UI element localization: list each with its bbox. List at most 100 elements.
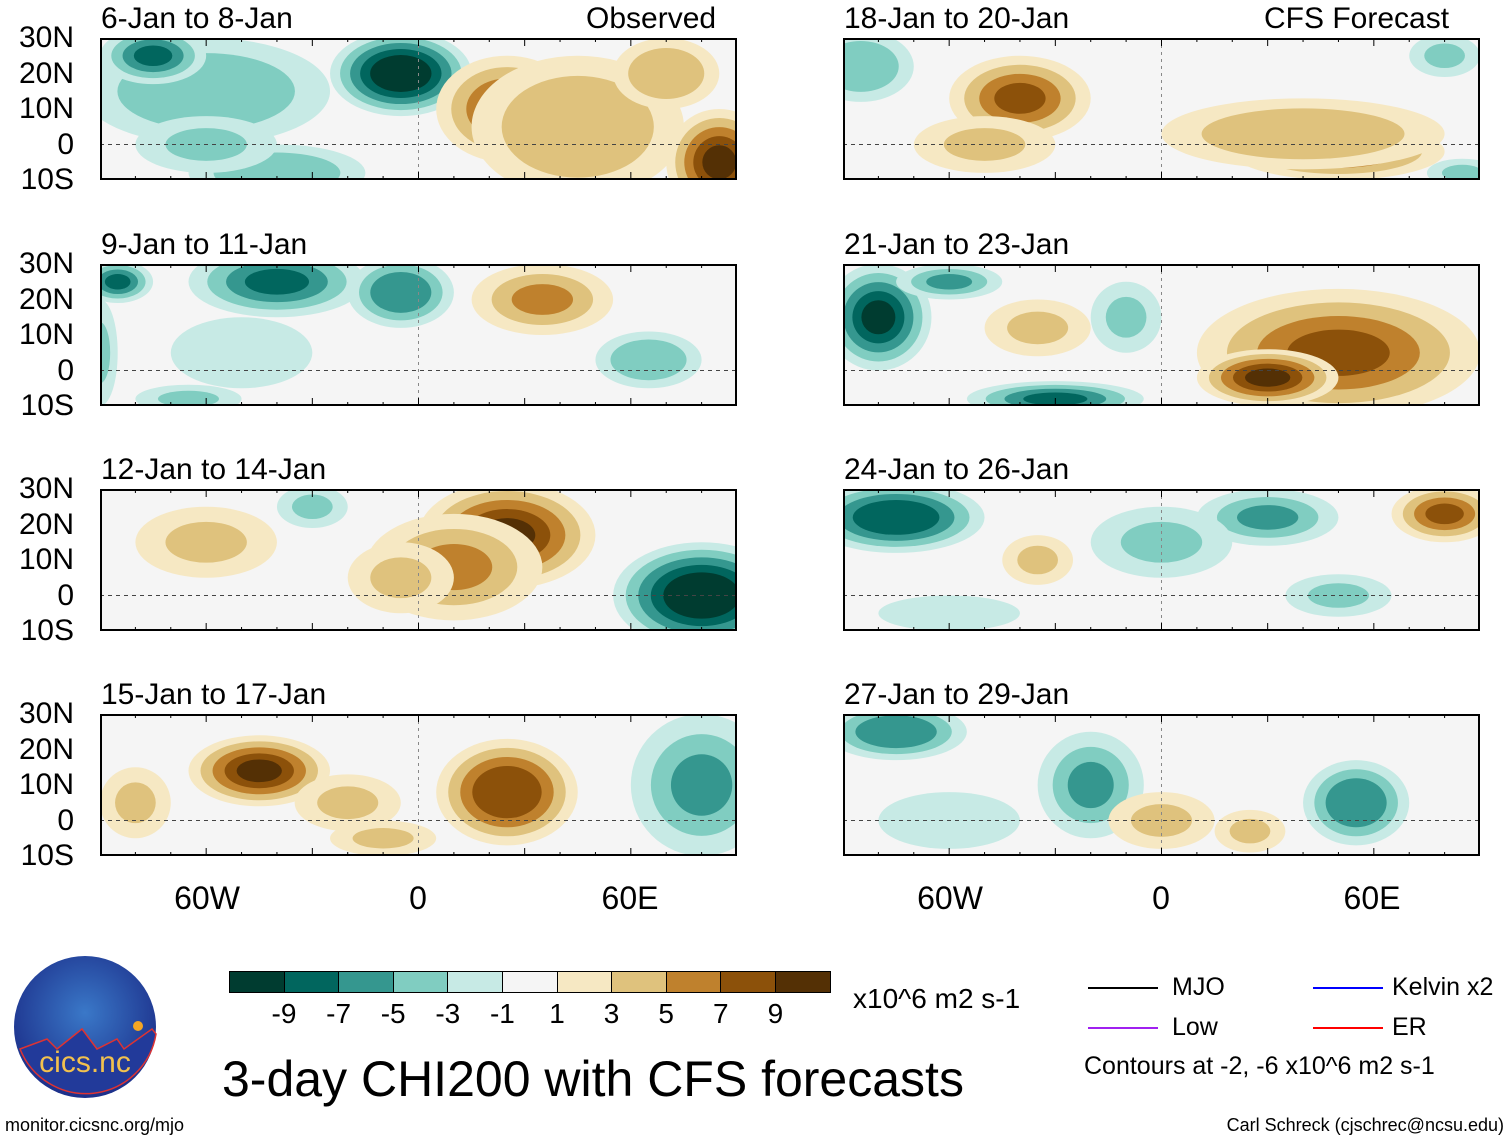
anomaly-contour-fill [1105, 296, 1147, 338]
colorbar-swatch [338, 971, 395, 993]
lat-label: 10S [20, 389, 74, 422]
footer-url[interactable]: monitor.cicsnc.org/mjo [5, 1115, 185, 1135]
anomaly-contour-fill [1229, 818, 1271, 844]
colorbar-swatch [775, 971, 831, 993]
anomaly-contour-fill [855, 715, 937, 749]
lat-label: 10N [18, 318, 74, 351]
mjo-line-swatch [1088, 987, 1158, 989]
observed-label: Observed [586, 2, 717, 35]
footer-credit: Carl Schreck (cjschrec@ncsu.edu) [1226, 1115, 1504, 1135]
panel-title: 9-Jan to 11-Jan [101, 228, 308, 261]
panel-title: 12-Jan to 14-Jan [101, 453, 327, 486]
lon-label: 60E [1343, 880, 1401, 916]
map-panel [100, 714, 737, 856]
lat-label: 0 [57, 578, 74, 612]
anomaly-contour-fill [236, 759, 282, 783]
map-panel [100, 38, 737, 180]
colorbar-swatch [283, 971, 340, 993]
lat-label: 0 [57, 803, 74, 837]
anomaly-contour-fill [370, 55, 432, 92]
logo-text: cics.nc [39, 1046, 131, 1079]
colorbar-swatch [447, 971, 504, 993]
anomaly-contour-fill [1120, 521, 1203, 563]
colorbar-swatch [556, 971, 613, 993]
lat-label: 30N [18, 247, 74, 280]
anomaly-contour-fill [115, 782, 156, 824]
anomaly-contour-fill [1017, 545, 1058, 575]
panel-title: 6-Jan to 8-Jan [101, 2, 293, 35]
colorbar-swatch [502, 971, 558, 993]
anomaly-contour-fill [317, 786, 379, 820]
low-line-swatch [1088, 1027, 1158, 1029]
anomaly-contour-fill [702, 145, 737, 180]
lon-label: 60E [601, 880, 659, 916]
lon-label: 60W [174, 880, 240, 916]
colorbar-tick-label: -5 [380, 998, 406, 1029]
anomaly-contour-fill [370, 271, 432, 313]
panel-title: 15-Jan to 17-Jan [101, 678, 327, 711]
colorbar-tick-label: 1 [549, 998, 565, 1029]
legend-er: ER [1392, 1013, 1427, 1041]
anomaly-contour-fill [852, 500, 940, 535]
er-line-swatch [1313, 1027, 1383, 1029]
panel-title: 18-Jan to 20-Jan [844, 2, 1070, 35]
map-panel [100, 264, 737, 406]
lat-label: 30N [18, 472, 74, 505]
lat-label: 20N [18, 507, 74, 541]
map-panel [843, 38, 1480, 180]
lon-label: 0 [409, 880, 427, 916]
colorbar-tick-label: 9 [767, 998, 784, 1029]
lon-label: 0 [1152, 880, 1170, 916]
lat-label: 10N [18, 768, 74, 801]
kelvin-line-swatch [1313, 987, 1383, 989]
anomaly-contour-fill [352, 828, 414, 849]
anomaly-contour-fill [157, 390, 219, 406]
anomaly-contour-fill [1425, 503, 1464, 525]
map-panel [843, 264, 1480, 406]
anomaly-contour-fill [100, 322, 111, 384]
colorbar-tick-label: -7 [326, 998, 352, 1029]
lat-label: 20N [18, 56, 74, 90]
anomaly-contour-fill [1201, 108, 1405, 160]
lat-label: 30N [18, 697, 74, 730]
anomaly-contour-fill [610, 339, 687, 381]
contours-note: Contours at -2, -6 x10^6 m2 s-1 [1084, 1052, 1435, 1080]
map-panel [100, 489, 737, 631]
lat-label: 10N [18, 543, 74, 576]
anomaly-contour-fill [244, 268, 310, 295]
anomaly-contour-fill [994, 82, 1046, 114]
anomaly-contour-fill [170, 317, 313, 389]
lat-label: 10S [20, 839, 74, 872]
colorbar-swatch [392, 971, 449, 993]
colorbar-tick-label: -9 [271, 998, 297, 1029]
lat-label: 0 [57, 127, 74, 161]
panel-title: 21-Jan to 23-Jan [844, 228, 1070, 261]
anomaly-contour-fill [1441, 164, 1480, 180]
cics-logo: cics.nc [14, 956, 157, 1098]
lat-label: 0 [57, 353, 74, 387]
legend-mjo: MJO [1172, 973, 1225, 1001]
panel-title: 24-Jan to 26-Jan [844, 453, 1070, 486]
anomaly-contour-fill [926, 274, 973, 290]
colorbar-tick-label: 7 [713, 998, 729, 1029]
lat-label: 10N [18, 92, 74, 125]
lat-label: 10S [20, 163, 74, 196]
anomaly-contour-fill [291, 494, 333, 519]
anomaly-contour-fill [1325, 778, 1387, 828]
anomaly-contour-fill [861, 300, 896, 335]
colorbar-swatch [229, 971, 285, 993]
colorbar-swatch [720, 971, 777, 993]
anomaly-contour-fill [501, 75, 654, 178]
lat-label: 20N [18, 282, 74, 316]
colorbar-tick-label: -1 [489, 998, 515, 1029]
cfs-forecast-label: CFS Forecast [1264, 2, 1450, 35]
lat-label: 30N [18, 21, 74, 54]
anomaly-contour-fill [943, 128, 1026, 161]
anomaly-contour-fill [133, 45, 173, 67]
anomaly-contour-fill [1067, 761, 1114, 809]
anomaly-contour-fill [843, 40, 899, 92]
colorbar-swatch [665, 971, 722, 993]
anomaly-contour-fill [511, 284, 574, 315]
anomaly-contour-fill [670, 754, 733, 816]
lat-label: 20N [18, 732, 74, 766]
